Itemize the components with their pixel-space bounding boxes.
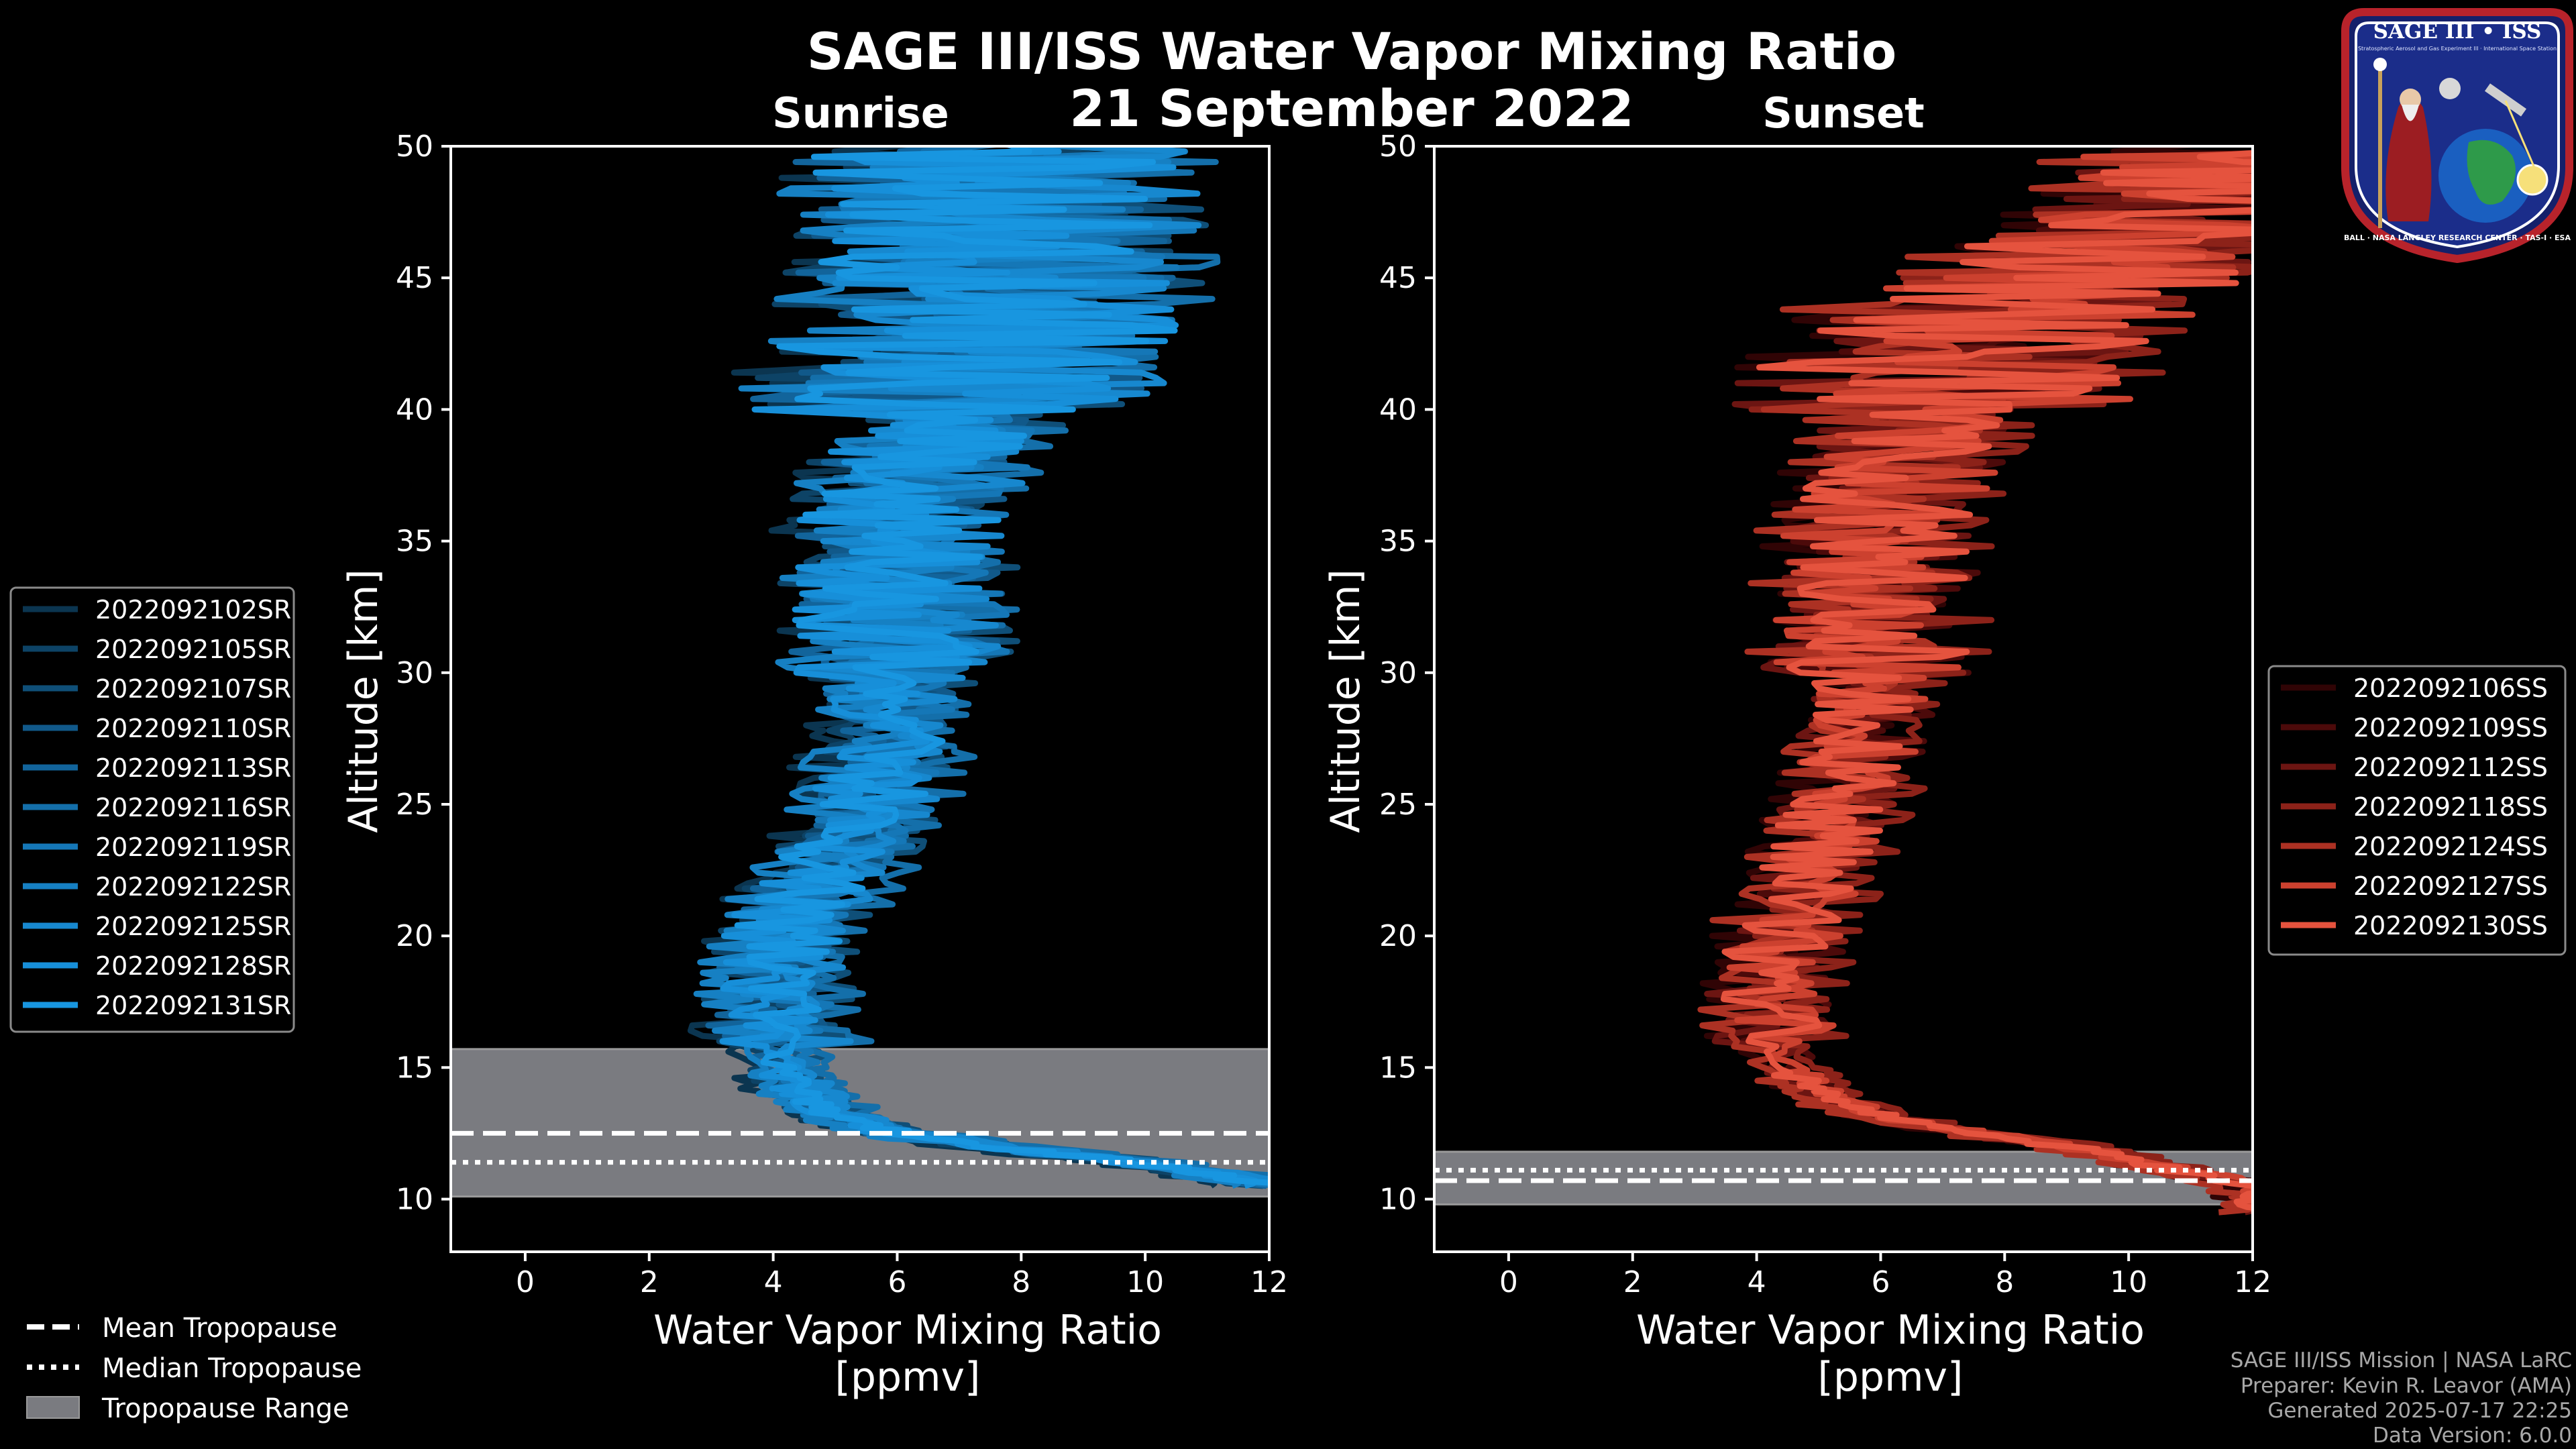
sunset-subtitle: Sunset: [1762, 89, 1925, 138]
sunset-ytick-label: 25: [1379, 788, 1417, 822]
sunrise-ytick-label: 25: [396, 788, 433, 822]
footer-line-2: Preparer: Kevin R. Leavor (AMA): [2241, 1374, 2572, 1398]
sunset-xlabel-units: [ppmv]: [1818, 1354, 1964, 1401]
footer-credits: SAGE III/ISS Mission | NASA LaRC Prepare…: [2231, 1348, 2572, 1448]
sunset-profile-2022092124SS: [1697, 154, 2253, 1216]
legend-range-swatch: [26, 1396, 80, 1419]
sunrise-ytick-label: 35: [396, 525, 433, 559]
sunset-ylabel: Altitude [km]: [1322, 569, 1369, 833]
sunrise-legend-label: 2022092128SR: [95, 951, 291, 981]
tropopause-legend: Mean Tropopause Median Tropopause Tropop…: [26, 1313, 362, 1424]
sunset-profile-2022092127SS: [1726, 151, 2253, 1209]
sunset-xtick-label: 6: [1871, 1265, 1890, 1299]
sunset-xtick-label: 2: [1623, 1265, 1642, 1299]
sunrise-xtick-label: 0: [516, 1265, 535, 1299]
badge-ring-text: BALL · NASA LANGLEY RESEARCH CENTER · TA…: [2344, 233, 2571, 242]
sunrise-legend-label: 2022092105SR: [95, 635, 291, 664]
sunset-xtick-label: 12: [2234, 1265, 2271, 1299]
legend-range-label: Tropopause Range: [101, 1393, 350, 1424]
badge-beard-icon: [2402, 105, 2419, 121]
sunset-ytick-label: 30: [1379, 656, 1417, 690]
sunset-ytick-label: 10: [1379, 1183, 1417, 1217]
sunset-legend-label: 2022092109SS: [2353, 713, 2548, 743]
sunset-xtick-label: 4: [1748, 1265, 1766, 1299]
sunset-ytick-label: 35: [1379, 525, 1417, 559]
sunrise-xlabel: Water Vapor Mixing Ratio: [653, 1307, 1162, 1354]
sunset-legend-label: 2022092118SS: [2353, 792, 2548, 822]
sunrise-xtick-label: 2: [640, 1265, 659, 1299]
badge-sun-icon: [2516, 164, 2548, 196]
sunrise-ytick-label: 45: [396, 261, 433, 295]
sunrise-xtick-label: 10: [1126, 1265, 1164, 1299]
sunset-panel: Sunset Altitude [km] Water Vapor Mixing …: [1322, 89, 2271, 1401]
badge-wizard-icon: [2385, 97, 2432, 221]
badge-iss-icon: [2484, 83, 2527, 117]
sunset-ytick-label: 40: [1379, 392, 1417, 427]
sunset-legend: 2022092106SS 2022092109SS 2022092112SS 2022…: [2267, 665, 2567, 956]
footer-line-3: Generated 2025-07-17 22:25: [2267, 1399, 2572, 1423]
sunrise-ytick-label: 15: [396, 1051, 433, 1085]
sunrise-xlabel-units: [ppmv]: [835, 1354, 981, 1401]
sunset-xtick-label: 0: [1499, 1265, 1518, 1299]
sunrise-legend-label: 2022092125SR: [95, 912, 291, 941]
sunrise-xtick-label: 8: [1012, 1265, 1030, 1299]
sunrise-subtitle: Sunrise: [772, 89, 949, 138]
mission-badge: SAGE III • ISS Stratospheric Aerosol and…: [2341, 8, 2573, 264]
sunrise-legend-label: 2022092113SR: [95, 753, 291, 783]
sunrise-xtick-label: 12: [1250, 1265, 1288, 1299]
sunset-xtick-label: 8: [1995, 1265, 2014, 1299]
footer-line-1: SAGE III/ISS Mission | NASA LaRC: [2231, 1348, 2572, 1373]
sunset-ytick-label: 20: [1379, 919, 1417, 953]
sunrise-xtick-label: 4: [764, 1265, 783, 1299]
sunset-legend-label: 2022092106SS: [2353, 674, 2548, 703]
sunset-ytick-label: 45: [1379, 261, 1417, 295]
sunrise-ylabel: Altitude [km]: [340, 569, 387, 833]
sunset-legend-label: 2022092112SS: [2353, 753, 2548, 782]
sunset-profile-2022092130SS: [1720, 150, 2253, 1216]
sunrise-ytick-label: 10: [396, 1183, 433, 1217]
legend-mean-label: Mean Tropopause: [102, 1313, 337, 1344]
figure-date: 21 September 2022: [1069, 78, 1633, 138]
sunrise-legend: 2022092102SR 2022092105SR 2022092107SR 2022…: [9, 586, 295, 1033]
sunrise-legend-label: 2022092102SR: [95, 595, 291, 625]
badge-title: SAGE III • ISS: [2373, 19, 2542, 44]
sunrise-legend-label: 2022092110SR: [95, 714, 291, 743]
sunset-legend-frame: [2267, 665, 2567, 956]
sunrise-legend-label: 2022092116SR: [95, 793, 291, 822]
sunrise-legend-label: 2022092131SR: [95, 991, 291, 1020]
badge-moon-icon: [2439, 78, 2461, 99]
figure-title: SAGE III/ISS Water Vapor Mixing Ratio: [807, 21, 1897, 81]
sunset-axes-frame: [1433, 145, 2254, 1253]
sunrise-legend-label: 2022092107SR: [95, 674, 291, 704]
sunset-legend-label: 2022092124SS: [2353, 832, 2548, 861]
sunset-ytick-label: 50: [1379, 129, 1417, 164]
sunset-xtick-label: 10: [2110, 1265, 2147, 1299]
sunset-legend-label: 2022092130SS: [2353, 911, 2548, 941]
badge-subtitle: Stratospheric Aerosol and Gas Experiment…: [2358, 46, 2557, 52]
sunset-profiles: [1697, 146, 2253, 1216]
sunrise-panel: Sunrise Altitude [km] Water Vapor Mixing…: [340, 89, 1288, 1401]
sunrise-legend-frame: [9, 586, 295, 1033]
sunrise-xtick-label: 6: [888, 1265, 906, 1299]
badge-beam-icon: [2504, 100, 2536, 168]
sunset-legend-label: 2022092127SS: [2353, 871, 2548, 901]
sunrise-ytick-label: 30: [396, 656, 433, 690]
sunrise-ytick-label: 50: [396, 129, 433, 164]
sunrise-ytick-label: 20: [396, 919, 433, 953]
badge-continent-icon: [2467, 140, 2516, 205]
sunrise-profile-2022092131SR: [734, 146, 1269, 1189]
sunset-xlabel: Water Vapor Mixing Ratio: [1636, 1307, 2145, 1354]
legend-median-label: Median Tropopause: [102, 1353, 362, 1384]
sunrise-ytick-label: 40: [396, 392, 433, 427]
sunset-ytick-label: 15: [1379, 1051, 1417, 1085]
sunrise-legend-label: 2022092119SR: [95, 833, 291, 862]
footer-line-4: Data Version: 6.0.0: [2373, 1424, 2572, 1448]
badge-staff-orb: [2373, 58, 2387, 71]
sunrise-profiles: [687, 146, 1269, 1189]
sunrise-axes-frame: [449, 145, 1271, 1253]
sunrise-legend-label: 2022092122SR: [95, 872, 291, 902]
